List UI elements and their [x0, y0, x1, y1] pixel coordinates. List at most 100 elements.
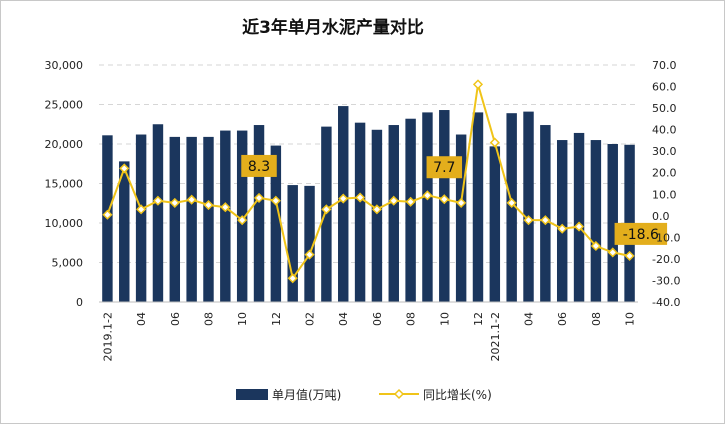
x-axis-tick-label: 08 — [405, 312, 418, 326]
x-axis-tick-label: 04 — [135, 312, 148, 326]
x-axis-tick-label: 04 — [337, 312, 350, 326]
right-axis-tick-label: 70.0 — [652, 59, 677, 72]
bar — [186, 136, 197, 302]
line-point — [102, 209, 113, 220]
bar — [338, 106, 349, 302]
legend-bar-label: 单月值(万吨) — [272, 387, 341, 402]
legend-line-label: 同比增长(%) — [423, 388, 492, 402]
line-point — [287, 273, 298, 284]
x-axis-tick-label: 12 — [270, 312, 283, 326]
line-point — [186, 194, 197, 205]
x-axis-tick-label: 06 — [556, 312, 569, 326]
data-callout-box — [241, 154, 277, 177]
growth-line — [106, 83, 630, 280]
legend: 单月值(万吨) 同比增长(%) — [236, 387, 492, 402]
line-point — [338, 193, 349, 204]
x-axis-tick-label: 10 — [624, 312, 637, 326]
line-markers — [102, 79, 635, 284]
bar — [152, 124, 164, 302]
chart-title: 近3年单月水泥产量对比 — [242, 17, 424, 38]
data-callout-label: 7.7 — [433, 160, 455, 176]
left-axis-tick-label: 10,000 — [45, 217, 84, 230]
line-point — [557, 223, 568, 234]
axes: 0 5,000 10,000 15,000 20,000 25,000 30,000 -40.… — [45, 59, 681, 361]
line-point — [624, 250, 635, 261]
bar — [371, 129, 383, 302]
right-axis-tick-label: -40.0 — [652, 296, 680, 309]
line-point — [136, 204, 147, 215]
bar — [287, 185, 298, 302]
left-axis-tick-label: 15,000 — [45, 178, 84, 191]
data-callout-box — [614, 222, 668, 245]
line-point — [472, 79, 484, 90]
right-axis-tick-label: 30.0 — [652, 145, 677, 158]
left-axis-tick-label: 0 — [76, 296, 83, 309]
bar — [439, 110, 450, 302]
bar — [203, 136, 214, 302]
line-point — [573, 221, 585, 232]
data-callouts: 8.3 7.7 -18.6 — [241, 154, 668, 245]
bar — [135, 134, 147, 302]
line-point — [439, 194, 450, 205]
line-point — [371, 204, 382, 215]
line-point — [355, 192, 366, 203]
right-axis-tick-label: 20.0 — [652, 167, 677, 180]
bar — [607, 144, 618, 302]
x-axis-tick-label: 08 — [590, 312, 603, 326]
bar — [573, 132, 585, 302]
x-axis-tick-label: 10 — [438, 312, 451, 326]
x-axis-tick-label: 06 — [169, 312, 182, 326]
bar — [220, 130, 231, 302]
bar — [388, 125, 399, 302]
line-series — [106, 83, 630, 280]
x-axis-tick-label: 2019.1-2 — [101, 312, 114, 361]
line-point — [270, 195, 281, 206]
bar — [540, 125, 551, 302]
x-axis-tick-label: 12 — [472, 312, 485, 326]
bar — [304, 185, 315, 302]
data-callout-box — [426, 156, 463, 179]
bar — [253, 125, 265, 302]
line-point — [304, 249, 315, 260]
bar — [405, 118, 416, 302]
bar — [523, 111, 534, 302]
line-point — [489, 137, 500, 148]
line-point — [523, 215, 534, 226]
left-axis-tick-label: 25,000 — [45, 99, 84, 112]
x-axis-tick-label: 2021.1-2 — [489, 312, 502, 361]
line-point — [237, 215, 248, 226]
line-point — [590, 240, 601, 252]
left-axis-tick-label: 30,000 — [45, 59, 84, 72]
bar — [455, 134, 467, 302]
bar — [556, 140, 568, 302]
x-axis-tick-label: 08 — [202, 312, 215, 326]
left-axis-tick-label: 20,000 — [45, 138, 84, 151]
x-axis-tick-label: 10 — [236, 312, 249, 326]
line-point — [152, 195, 164, 206]
right-axis-tick-label: 50.0 — [652, 102, 677, 115]
legend-bar-swatch — [236, 389, 268, 400]
line-point — [607, 247, 618, 258]
line-point — [253, 192, 265, 203]
x-axis-tick-label: 02 — [304, 312, 317, 326]
bar — [489, 146, 501, 302]
line-point — [456, 197, 467, 208]
bar — [354, 122, 366, 302]
bar — [590, 140, 602, 302]
line-point — [422, 190, 433, 201]
bar — [422, 112, 433, 303]
line-point — [119, 163, 130, 174]
x-axis-tick-label: 06 — [371, 312, 384, 326]
bar — [119, 161, 130, 302]
right-axis-tick-label: -30.0 — [652, 274, 680, 287]
right-axis-tick-label: 0.0 — [652, 210, 670, 223]
right-axis-tick-label: 60.0 — [652, 81, 677, 94]
data-callout-label: 8.3 — [248, 159, 270, 175]
right-axis-tick-label: 10.0 — [652, 188, 677, 201]
bar — [169, 136, 181, 302]
left-axis-tick-label: 5,000 — [52, 257, 84, 270]
line-point — [220, 202, 231, 213]
data-callout-label: -18.6 — [623, 227, 659, 243]
